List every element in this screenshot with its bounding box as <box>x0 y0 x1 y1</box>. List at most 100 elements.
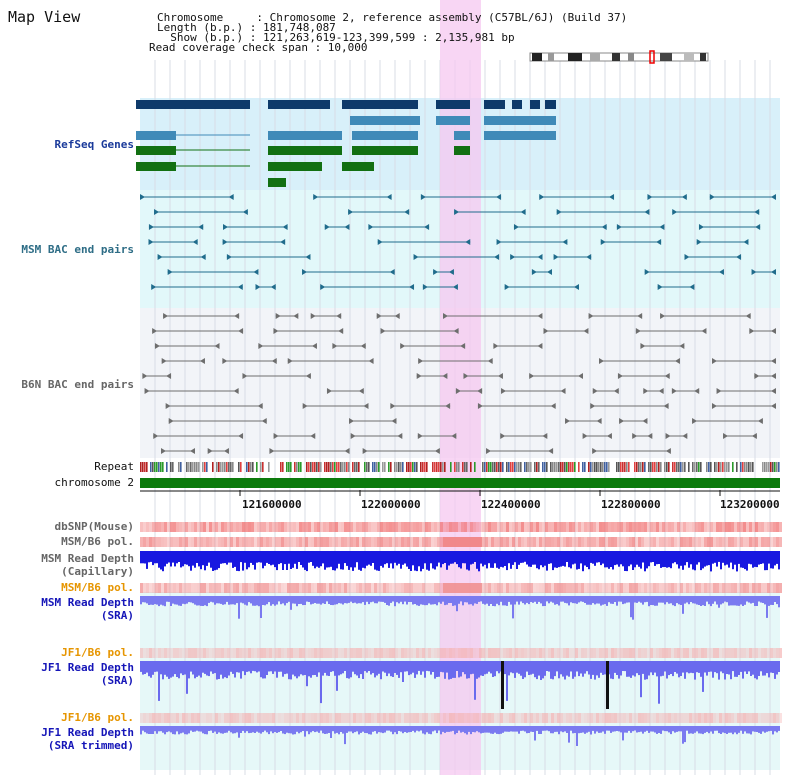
msm-pol-sra-cell <box>473 583 476 593</box>
dbsnp-cell <box>689 522 692 532</box>
jf1-pol-trim-cell <box>665 713 668 723</box>
jf1-sra-depth-bar <box>596 661 598 676</box>
jf1-pol-trim-cell <box>242 713 245 723</box>
msm-capillary-depth-bar <box>356 551 358 563</box>
jf1-pol-trim-cell <box>152 713 155 723</box>
jf1-pol-cell <box>371 648 374 658</box>
msm-pol-sra-cell <box>377 583 380 593</box>
msm-sra-depth-bar <box>354 596 356 603</box>
track-label-msm-bac[interactable]: MSM BAC end pairs <box>21 243 134 256</box>
b6n-bac-pair-end <box>168 418 174 424</box>
msm-capillary-depth-bar <box>414 551 416 571</box>
track-label-msm-b6-pol-capillary[interactable]: MSM/B6 pol. <box>61 535 134 548</box>
dbsnp-cell <box>617 522 620 532</box>
jf1-sra-depth-bar <box>716 661 718 674</box>
jf1-pol-cell <box>458 648 461 658</box>
msm-capillary-depth-bar <box>484 551 486 565</box>
msm-capillary-depth-bar <box>360 551 362 571</box>
track-label-jf1-b6-pol-trimmed[interactable]: JF1/B6 pol. <box>61 711 134 724</box>
jf1-pol-cell <box>512 648 515 658</box>
msm-capillary-depth-bar <box>584 551 586 566</box>
jf1-sra-depth-bar <box>434 661 436 679</box>
dbsnp-cell <box>506 522 509 532</box>
jf1-pol-cell <box>596 648 599 658</box>
ideogram-band <box>612 53 620 61</box>
dbsnp-cell <box>599 522 602 532</box>
repeat-element <box>366 462 368 472</box>
msm-capillary-depth-bar <box>316 551 318 567</box>
msm-capillary-depth-bar <box>776 551 778 564</box>
jf1-sra-depth-bar <box>628 661 630 677</box>
msm-pol-cell <box>740 537 743 547</box>
b6n-bac-pair-end <box>332 343 338 349</box>
repeat-element <box>710 462 712 472</box>
dbsnp-cell <box>422 522 425 532</box>
jf1-sra-depth-bar <box>704 661 706 673</box>
msm-capillary-depth-bar <box>228 551 230 563</box>
jf1-pol-cell <box>776 648 779 658</box>
jf1-pol-trim-cell <box>311 713 314 723</box>
dbsnp-cell <box>461 522 464 532</box>
jf1-sra-depth-bar <box>504 661 506 675</box>
jf1-pol-cell <box>752 648 755 658</box>
repeat-element <box>602 462 604 472</box>
jf1-sra-depth-bar <box>714 661 716 673</box>
msm-capillary-depth-bar <box>468 551 470 571</box>
dbsnp-cell <box>266 522 269 532</box>
track-label-msm-depth-capillary[interactable]: MSM Read Depth <box>41 552 134 565</box>
jf1-sra-depth-bar <box>750 661 752 676</box>
jf1-pol-trim-cell <box>719 713 722 723</box>
track-label-b6n-bac[interactable]: B6N BAC end pairs <box>21 378 134 391</box>
jf1-pol-trim-cell <box>590 713 593 723</box>
msm-pol-cell <box>203 537 206 547</box>
track-label-refseq[interactable]: RefSeq Genes <box>54 138 134 151</box>
jf1-trimmed-depth-bar <box>584 726 586 734</box>
msm-pol-sra-cell <box>740 583 743 593</box>
jf1-sra-depth-bar <box>564 661 566 680</box>
repeat-element <box>456 462 458 472</box>
track-label-jf1-depth-sra[interactable]: JF1 Read Depth <box>41 661 134 674</box>
msm-pol-cell <box>527 537 530 547</box>
track-label-jf1-b6-pol-sra[interactable]: JF1/B6 pol. <box>61 646 134 659</box>
repeat-element <box>488 462 490 472</box>
jf1-pol-cell <box>188 648 191 658</box>
dbsnp-cell <box>686 522 689 532</box>
dbsnp-cell <box>692 522 695 532</box>
repeat-element <box>180 462 182 472</box>
repeat-element <box>622 462 624 472</box>
track-label-msm-depth-sra[interactable]: MSM Read Depth <box>41 596 134 609</box>
msm-pol-sra-cell <box>257 583 260 593</box>
jf1-pol-cell <box>308 648 311 658</box>
msm-capillary-depth-bar <box>238 551 240 572</box>
track-label-jf1-depth-trimmed[interactable]: JF1 Read Depth <box>41 726 134 739</box>
msm-pol-sra-cell <box>263 583 266 593</box>
jf1-trimmed-depth-bar <box>608 726 610 731</box>
jf1-pol-trim-cell <box>464 713 467 723</box>
dbsnp-cell <box>452 522 455 532</box>
msm-sra-depth-bar <box>358 596 360 604</box>
jf1-pol-cell <box>635 648 638 658</box>
msm-sra-depth-bar <box>716 596 718 605</box>
b6n-bac-pair-end <box>451 433 457 439</box>
track-label-dbsnp[interactable]: dbSNP(Mouse) <box>54 520 134 533</box>
jf1-pol-cell <box>407 648 410 658</box>
msm-capillary-depth-bar <box>354 551 356 568</box>
dbsnp-cell <box>770 522 773 532</box>
msm-capillary-depth-bar <box>146 551 148 569</box>
dbsnp-cell <box>335 522 338 532</box>
msm-pol-cell <box>377 537 380 547</box>
jf1-trimmed-depth-bar <box>576 726 578 746</box>
msm-pol-cell <box>641 537 644 547</box>
jf1-pol-cell <box>389 648 392 658</box>
ideogram-band <box>660 53 672 61</box>
track-label-msm-b6-pol-sra[interactable]: MSM/B6 pol. <box>61 581 134 594</box>
dbsnp-cell <box>224 522 227 532</box>
msm-pol-cell <box>428 537 431 547</box>
jf1-pol-cell <box>206 648 209 658</box>
jf1-sra-depth-bar <box>150 661 152 678</box>
repeat-element <box>600 462 602 472</box>
msm-sra-depth-bar <box>154 596 156 605</box>
dbsnp-cell <box>149 522 152 532</box>
